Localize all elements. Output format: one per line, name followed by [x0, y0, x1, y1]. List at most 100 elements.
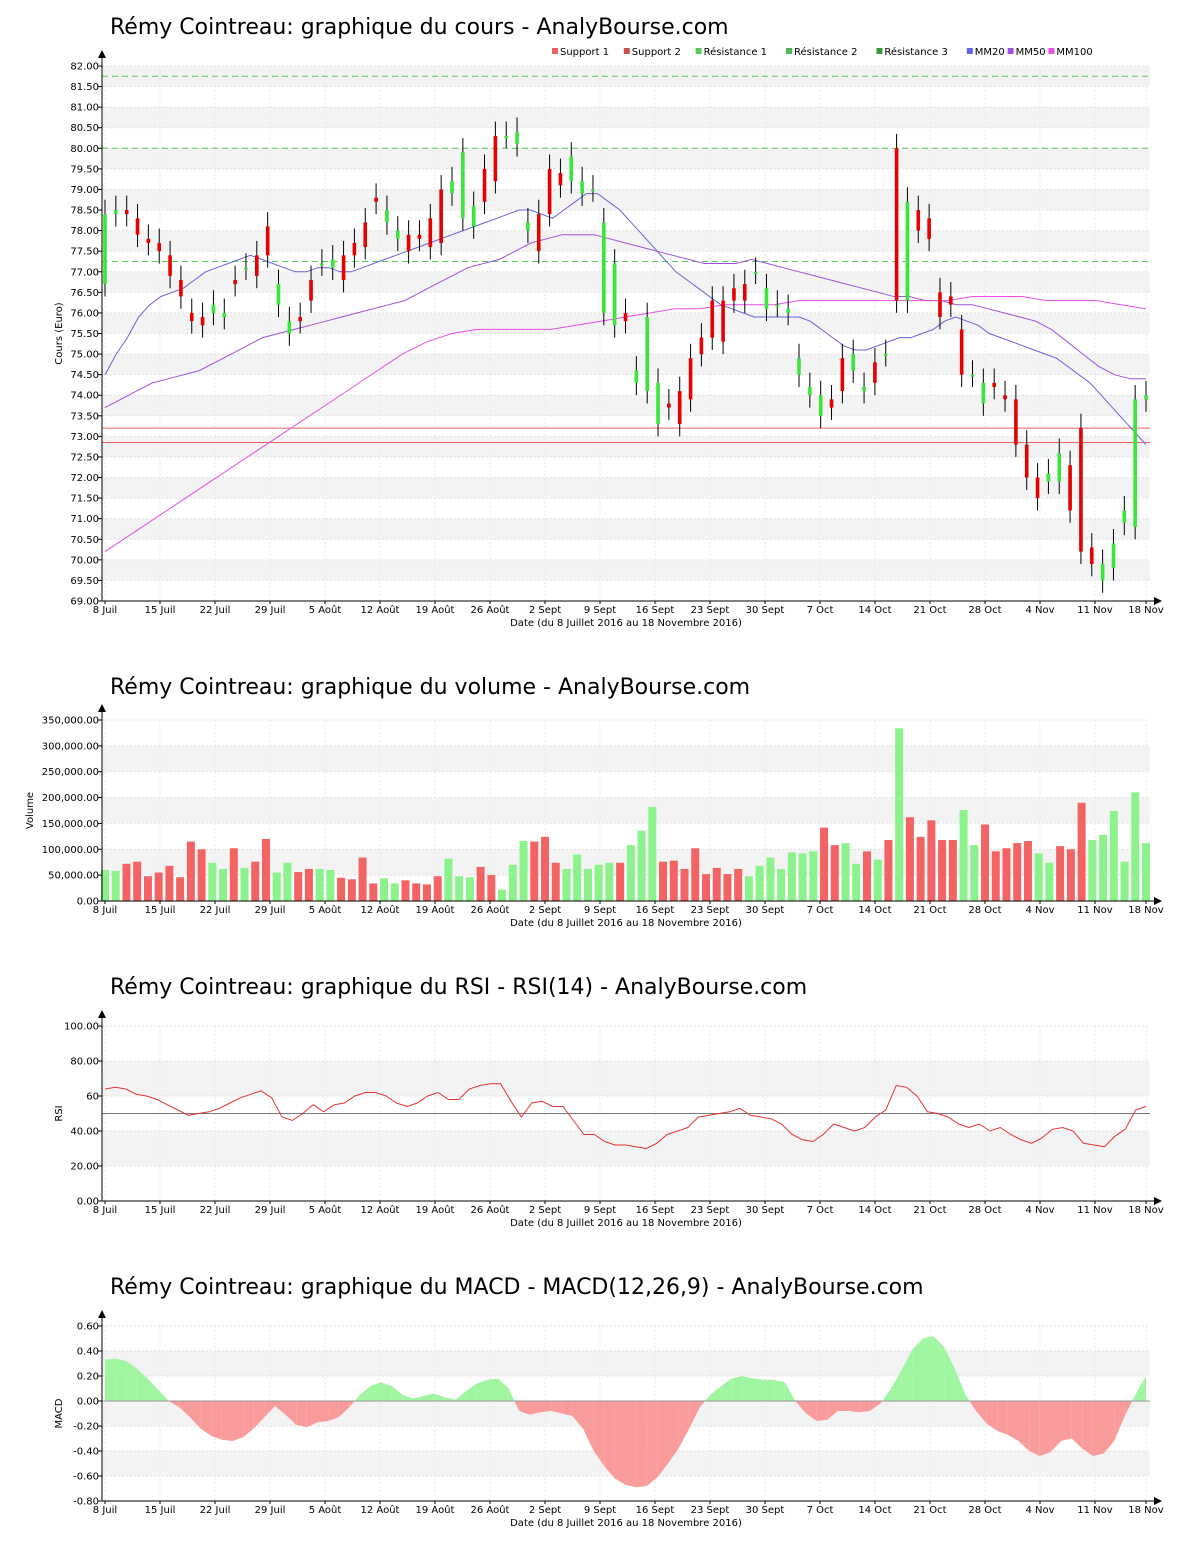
volume-bar: [1088, 839, 1097, 901]
price-band: [102, 518, 1150, 540]
macd-x-tick-label: 8 Juil: [93, 1505, 117, 1516]
volume-x-tick-label: 28 Oct: [968, 905, 1001, 916]
rsi-x-axis-arrow: [1154, 1197, 1162, 1205]
candle-body: [786, 308, 790, 313]
volume-bar: [272, 872, 281, 901]
candle-body: [200, 317, 205, 326]
macd-segment: [391, 1386, 403, 1401]
rsi-x-axis-label: Date (du 8 Juillet 2016 au 18 Novembre 2…: [510, 1218, 742, 1229]
price-band: [102, 189, 1150, 211]
candle-body: [233, 280, 237, 285]
macd-x-tick-label: 9 Sept: [584, 1505, 616, 1516]
volume-x-tick-label: 23 Sept: [691, 905, 730, 916]
price-x-axis-label: Date (du 8 Juillet 2016 au 18 Novembre 2…: [510, 618, 742, 629]
volume-bar: [487, 875, 496, 901]
candle-body: [851, 354, 856, 371]
macd-segment: [986, 1401, 998, 1431]
macd-segment: [969, 1401, 977, 1411]
volume-bar: [176, 877, 185, 901]
volume-bar: [251, 861, 260, 901]
candle-body: [710, 300, 715, 338]
candle-body: [894, 148, 899, 301]
volume-y-tick-label: 350,000.00: [42, 716, 99, 727]
price-x-tick-label: 19 Août: [416, 604, 455, 616]
legend-swatch: [695, 48, 702, 54]
price-x-tick-label: 16 Sept: [636, 605, 675, 616]
candle-body: [558, 173, 563, 186]
volume-bar: [594, 864, 603, 901]
volume-x-tick-label: 22 Juil: [200, 905, 231, 916]
candle-body: [1079, 428, 1083, 552]
candle-body: [602, 222, 606, 313]
candle-body: [103, 214, 107, 285]
candle-body: [1122, 510, 1127, 523]
volume-bar: [669, 860, 678, 901]
macd-segment: [136, 1368, 148, 1401]
price-x-axis-arrow: [1154, 597, 1162, 605]
macd-band: [102, 1351, 1150, 1376]
macd-segment: [667, 1401, 679, 1464]
volume-x-tick-label: 16 Sept: [636, 905, 675, 916]
candle-body: [547, 168, 552, 215]
volume-bar: [455, 876, 464, 901]
macd-segment: [678, 1401, 690, 1449]
macd-segment: [519, 1401, 530, 1415]
price-y-axis-arrow: [98, 50, 106, 58]
macd-segment: [253, 1401, 265, 1429]
volume-y-tick-label: 300,000.00: [42, 741, 99, 752]
volume-y-tick-label: 0.00: [77, 897, 99, 908]
candle-body: [482, 168, 487, 202]
candle-body: [1133, 399, 1137, 527]
legend-swatch: [1048, 48, 1055, 54]
macd-segment: [561, 1401, 573, 1416]
candle-body: [526, 222, 530, 231]
candle-body: [385, 210, 389, 223]
rsi-band: [102, 1061, 1150, 1096]
candle-body: [211, 304, 216, 313]
volume-bar: [959, 809, 968, 901]
macd-segment: [514, 1401, 520, 1411]
volume-bar: [122, 863, 131, 901]
candle-body: [591, 189, 595, 192]
macd-y-tick-label: 0.00: [77, 1397, 99, 1408]
candle-body: [146, 238, 151, 243]
rsi-line: [104, 1083, 1147, 1150]
candle-body: [255, 255, 259, 276]
macd-segment: [731, 1376, 743, 1401]
candle-body: [493, 135, 498, 182]
candle-body: [189, 312, 194, 322]
price-y-tick-label: 70.50: [70, 535, 99, 546]
macd-x-tick-label: 30 Sept: [746, 1505, 785, 1516]
volume-x-tick-label: 19 Août: [416, 904, 455, 916]
volume-bar: [390, 883, 399, 901]
macd-segment: [264, 1401, 275, 1418]
rsi-band: [102, 1131, 1150, 1166]
volume-bar: [862, 851, 871, 901]
legend-entry: MM20: [975, 47, 1005, 58]
candle-body: [504, 135, 509, 138]
macd-segment: [689, 1401, 700, 1429]
price-x-tick-label: 22 Juil: [200, 605, 231, 616]
macd-segment: [976, 1401, 987, 1424]
price-band: [102, 148, 1150, 169]
price-y-tick-label: 71.00: [70, 514, 99, 525]
macd-segment: [625, 1401, 637, 1488]
volume-bar: [884, 839, 893, 901]
macd-segment: [274, 1401, 286, 1415]
price-y-tick-label: 78.50: [70, 206, 99, 217]
volume-x-tick-label: 5 Août: [309, 904, 342, 916]
legend-entry: MM100: [1056, 47, 1092, 58]
rsi-chart: Rémy Cointreau: graphique du RSI - RSI(1…: [54, 975, 1164, 1229]
candle-body: [168, 255, 172, 276]
macd-segment: [806, 1401, 817, 1421]
volume-bar: [562, 868, 571, 901]
price-x-tick-label: 23 Sept: [691, 605, 730, 616]
price-y-tick-label: 76.50: [70, 288, 99, 299]
volume-bar: [143, 876, 152, 901]
rsi-y-tick-label: 0.00: [77, 1197, 99, 1208]
macd-segment: [232, 1401, 244, 1441]
rsi-x-tick-label: 12 Août: [361, 1204, 400, 1216]
macd-segment: [243, 1401, 254, 1438]
volume-x-tick-label: 11 Nov: [1077, 905, 1113, 916]
macd-segment: [200, 1401, 212, 1436]
